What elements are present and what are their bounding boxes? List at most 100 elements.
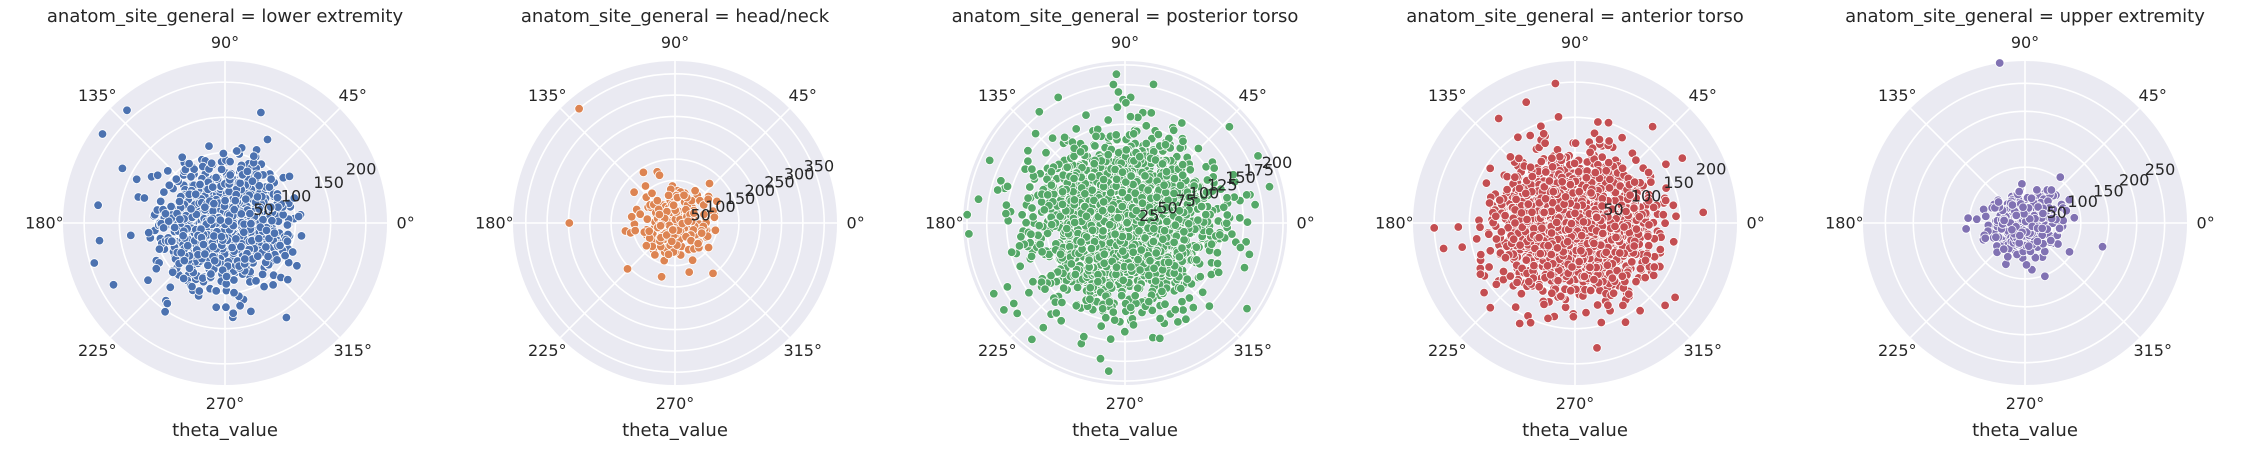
scatter-point: [94, 235, 105, 246]
scatter-point: [1484, 262, 1494, 272]
scatter-point: [1177, 118, 1187, 128]
scatter-point: [1028, 277, 1038, 287]
scatter-series: [564, 103, 722, 282]
scatter-point: [1174, 252, 1185, 262]
theta-tick-label: 315°: [783, 341, 822, 360]
radial-tick-label: 150: [725, 189, 756, 208]
scatter-point: [227, 242, 237, 253]
theta-tick-label: 45°: [789, 86, 817, 105]
scatter-point: [708, 268, 718, 279]
polar-chart-panel: anatom_site_general = head/neck theta_val…: [450, 0, 900, 450]
x-axis-label: theta_value: [622, 420, 728, 441]
scatter-point: [1098, 226, 1108, 236]
scatter-point: [989, 289, 999, 299]
scatter-point: [696, 228, 707, 238]
theta-tick-label: 180°: [925, 214, 964, 233]
scatter-point: [1111, 174, 1122, 185]
scatter-point: [1185, 165, 1196, 175]
scatter-point: [1137, 198, 1148, 208]
scatter-point: [266, 202, 276, 212]
scatter-point: [1111, 130, 1121, 140]
scatter-point: [1069, 173, 1079, 184]
scatter-point: [89, 258, 100, 268]
scatter-point: [1099, 249, 1110, 259]
scatter-point: [215, 215, 226, 225]
x-axis-label: theta_value: [1072, 420, 1178, 441]
scatter-point: [225, 170, 235, 180]
scatter-point: [1155, 313, 1165, 324]
scatter-point: [203, 260, 213, 271]
scatter-point: [1062, 162, 1072, 173]
scatter-point: [1644, 195, 1654, 206]
scatter-point: [206, 269, 216, 279]
scatter-point: [131, 174, 142, 185]
scatter-point: [139, 193, 150, 203]
scatter-point: [1087, 172, 1097, 182]
scatter-point: [1244, 249, 1255, 260]
scatter-point: [1191, 242, 1202, 252]
scatter-point: [229, 204, 240, 215]
scatter-point: [1149, 223, 1159, 234]
radial-tick-label: 200: [346, 160, 377, 179]
scatter-point: [1198, 287, 1208, 298]
scatter-point: [1153, 129, 1164, 140]
scatter-point: [703, 194, 713, 205]
scatter-series: [89, 105, 307, 323]
scatter-point: [1144, 296, 1154, 307]
scatter-point: [1206, 239, 1217, 249]
scatter-point: [1135, 265, 1145, 275]
scatter-point: [1027, 203, 1037, 213]
scatter-point: [236, 241, 246, 252]
scatter-point: [1134, 151, 1145, 162]
scatter-point: [1593, 117, 1603, 127]
scatter-point: [1184, 192, 1194, 203]
radial-tick-label: 25: [1139, 206, 1159, 225]
scatter-point: [1072, 282, 1083, 293]
scatter-point: [1140, 233, 1150, 243]
scatter-point: [1103, 366, 1114, 376]
scatter-point: [1671, 211, 1681, 222]
scatter-point: [184, 158, 194, 169]
scatter-point: [667, 236, 677, 247]
scatter-point: [178, 231, 188, 241]
scatter-point: [1536, 156, 1547, 167]
scatter-point: [1046, 180, 1057, 190]
scatter-point: [1193, 143, 1204, 154]
scatter-point: [281, 312, 292, 323]
scatter-point: [1071, 301, 1082, 311]
scatter-point: [1104, 280, 1115, 290]
scatter-point: [1130, 291, 1140, 301]
scatter-point: [1178, 170, 1188, 180]
scatter-point: [690, 186, 700, 196]
scatter-point: [211, 172, 221, 183]
scatter-point: [1157, 286, 1167, 297]
scatter-point: [1051, 308, 1062, 318]
scatter-point: [176, 248, 186, 258]
scatter-point: [1136, 245, 1147, 255]
scatter-point: [1510, 302, 1521, 312]
scatter-point: [1096, 321, 1106, 331]
scatter-point: [709, 212, 720, 223]
scatter-point: [1242, 303, 1252, 314]
scatter-point: [282, 236, 293, 246]
scatter-point: [1148, 79, 1159, 90]
theta-tick-label: 180°: [475, 214, 514, 233]
scatter-point: [1034, 220, 1044, 231]
radial-tick-label: 50: [1157, 198, 1177, 217]
scatter-point: [635, 209, 645, 219]
scatter-point: [1055, 249, 1066, 259]
scatter-point: [1009, 298, 1019, 309]
theta-tick-label: 45°: [339, 86, 367, 105]
scatter-point: [236, 209, 247, 219]
scatter-point: [1069, 195, 1080, 205]
scatter-point: [1016, 232, 1026, 242]
scatter-point: [1196, 201, 1207, 212]
scatter-point: [1640, 272, 1650, 283]
scatter-point: [640, 181, 651, 191]
radial-tick-label: 250: [764, 173, 795, 192]
theta-tick-label: 0°: [847, 214, 865, 233]
scatter-point: [242, 166, 253, 177]
scatter-point: [1219, 202, 1229, 213]
scatter-point: [221, 302, 231, 312]
polar-chart-panel: anatom_site_general = posterior torso the…: [900, 0, 1350, 450]
